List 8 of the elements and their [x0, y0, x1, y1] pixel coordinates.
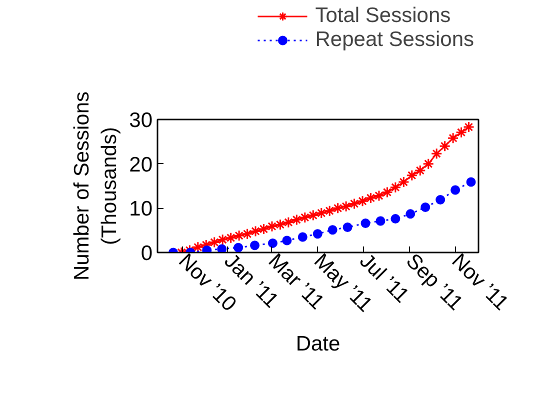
y-tick-label: 30: [129, 109, 152, 132]
legend-label: Repeat Sessions: [315, 28, 474, 52]
legend-label: Total Sessions: [315, 4, 451, 28]
y-tick-label: 10: [129, 198, 152, 221]
y-tick-label: 20: [129, 153, 152, 176]
y-tick-label: 0: [140, 242, 153, 265]
x-axis-title: Date: [296, 332, 340, 356]
y-axis-title: Number of Sessions (Thousands): [70, 91, 122, 281]
